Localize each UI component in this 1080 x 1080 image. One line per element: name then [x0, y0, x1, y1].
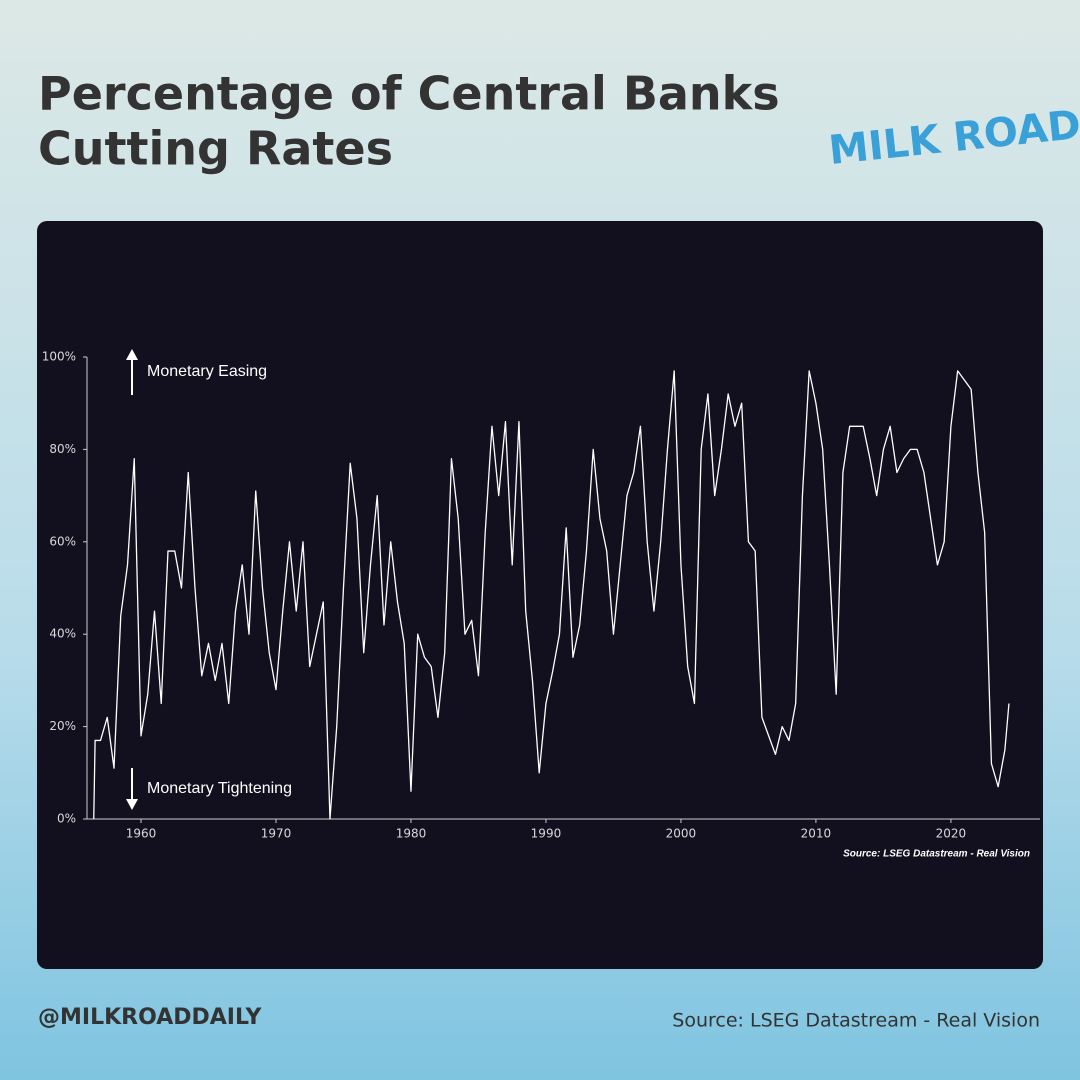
- x-tick-label: 1960: [126, 827, 157, 841]
- title-line: Cutting Rates: [38, 122, 393, 176]
- footer-source: Source: LSEG Datastream - Real Vision: [672, 1010, 1040, 1032]
- x-tick-label: 2000: [666, 827, 697, 841]
- x-tick-label: 1980: [396, 827, 427, 841]
- x-tick-label: 2010: [801, 827, 832, 841]
- annotation: Monetary Tightening: [147, 780, 292, 797]
- y-tick-label: 80%: [49, 442, 76, 456]
- x-tick-label: 1970: [261, 827, 292, 841]
- y-tick-label: 0%: [57, 812, 76, 826]
- x-tick-label: 1990: [531, 827, 562, 841]
- y-tick-label: 100%: [42, 350, 76, 364]
- y-tick-label: 60%: [49, 534, 76, 548]
- y-tick-label: 40%: [49, 627, 76, 641]
- chart-source: Source: LSEG Datastream - Real Vision: [843, 849, 1030, 860]
- plot: 0% 20% 40% 60% 80% 100% 1960 1970 1980 1990 2000 20…: [42, 349, 1040, 860]
- handle: @MILKROADDAILY: [38, 1005, 263, 1030]
- data-line: [93, 370, 1010, 820]
- arrow-head: [126, 799, 138, 810]
- annotation: Monetary Easing: [147, 363, 267, 380]
- title-line: Percentage of Central Banks: [38, 67, 780, 121]
- x-tick-label: 2020: [936, 827, 967, 841]
- arrow-head: [126, 349, 138, 360]
- chart-panel: [37, 221, 1043, 969]
- y-tick-label: 20%: [49, 719, 76, 733]
